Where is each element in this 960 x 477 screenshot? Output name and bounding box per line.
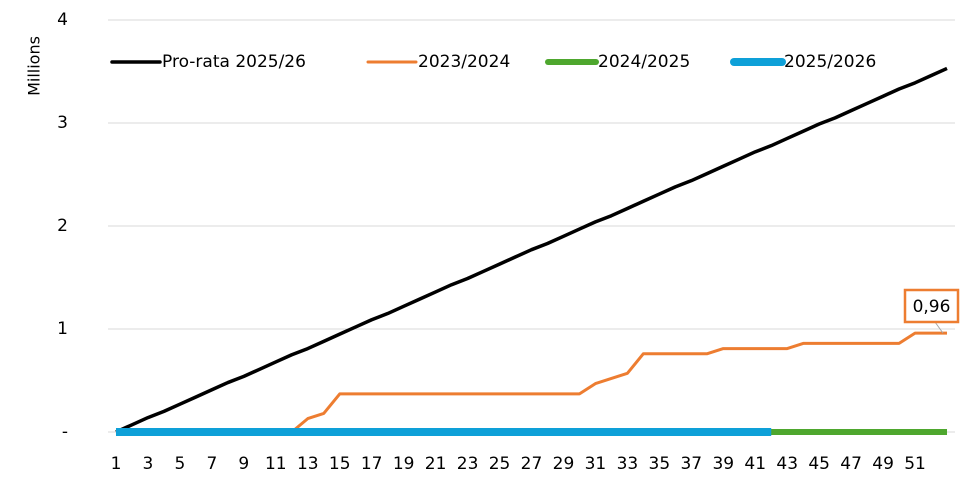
y-tick-label: 2 — [57, 216, 68, 236]
x-tick-label: 17 — [361, 454, 383, 474]
x-tick-label: 39 — [712, 454, 734, 474]
legend-label: 2025/2026 — [784, 52, 876, 72]
x-tick-label: 9 — [238, 454, 249, 474]
x-tick-label: 7 — [206, 454, 217, 474]
y-tick-label: 3 — [57, 113, 68, 133]
x-tick-label: 5 — [175, 454, 186, 474]
x-tick-label: 3 — [143, 454, 154, 474]
data-label: 0,96 — [913, 297, 951, 317]
x-tick-label: 15 — [329, 454, 351, 474]
series-line — [115, 66, 948, 434]
series-line — [115, 331, 948, 434]
x-tick-label: 13 — [297, 454, 319, 474]
legend-label: Pro-rata 2025/26 — [162, 52, 306, 72]
x-tick-label: 51 — [904, 454, 926, 474]
x-tick-label: 31 — [585, 454, 607, 474]
x-tick-label: 33 — [617, 454, 639, 474]
x-tick-label: 41 — [744, 454, 766, 474]
y-tick-label: 1 — [57, 319, 68, 339]
x-tick-label: 27 — [521, 454, 543, 474]
x-tick-label: 11 — [265, 454, 287, 474]
x-tick-label: 37 — [680, 454, 702, 474]
x-tick-label: 47 — [840, 454, 862, 474]
label-leader — [934, 321, 944, 334]
y-tick-label: - — [62, 422, 68, 442]
x-tick-label: 23 — [457, 454, 479, 474]
x-tick-label: 45 — [808, 454, 830, 474]
x-tick-label: 43 — [776, 454, 798, 474]
legend-label: 2024/2025 — [598, 52, 690, 72]
label-box — [903, 288, 960, 324]
y-axis-label: Millions — [25, 36, 44, 96]
x-tick-label: 19 — [393, 454, 415, 474]
x-tick-label: 25 — [489, 454, 511, 474]
x-tick-label: 35 — [649, 454, 671, 474]
legend-label: 2023/2024 — [418, 52, 510, 72]
y-tick-label: 4 — [57, 10, 68, 30]
x-tick-label: 1 — [111, 454, 122, 474]
x-tick-label: 49 — [872, 454, 894, 474]
x-tick-label: 29 — [553, 454, 575, 474]
x-tick-label: 21 — [425, 454, 447, 474]
